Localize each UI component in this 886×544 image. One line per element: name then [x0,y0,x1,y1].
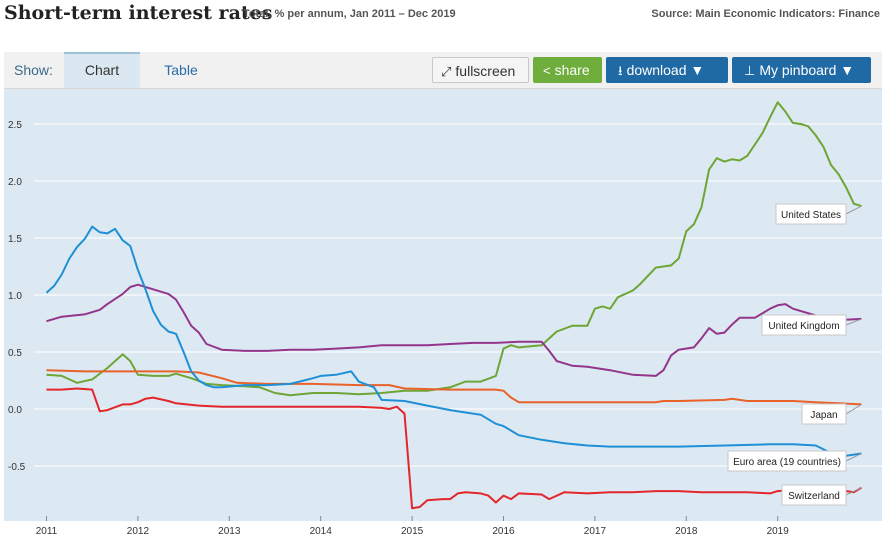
y-tick-label-4: 1.5 [8,234,22,245]
chart-area: -0.5 0.0 0.5 1.0 1.5 2.0 2.5 2011 2012 2013 2014 2… [4,89,882,537]
x-tick-label-6: 2017 [584,526,607,537]
y-tick-label-0: -0.5 [8,462,26,473]
x-tick-label-8: 2019 [767,526,790,537]
series-lines [45,101,863,510]
series-line-0 [46,101,862,397]
y-axis-ticks: -0.5 0.0 0.5 1.0 1.5 2.0 2.5 [8,120,26,473]
y-tick-label-6: 2.5 [8,120,22,131]
x-tick-label-0: 2011 [36,526,58,537]
series-label-box-4 [781,484,847,506]
series-labels: United States United Kingdom Japan Euro are… [727,203,862,506]
series-label-3: Euro area (19 countries) [733,457,841,468]
expand-icon: ⤢ [441,64,452,79]
x-tick-label-3: 2014 [310,526,333,537]
series-label-2: Japan [810,410,837,421]
y-tick-label-2: 0.5 [8,348,22,359]
label-connector-3 [845,453,862,462]
series-label-0: United States [781,210,841,221]
y-tick-label-5: 2.0 [8,177,22,188]
label-connector-1 [845,318,862,326]
label-connector-4 [845,487,862,496]
fullscreen-button[interactable]: ⤢ fullscreen [432,57,529,83]
tab-table[interactable]: Table [164,62,198,78]
show-label: Show: [14,62,53,78]
series-line-3 [45,225,862,458]
chart-header: Short-term interest rates Total, % per a… [0,0,886,50]
series-label-box-0 [775,203,847,225]
series-label-box-3 [727,450,847,472]
label-connector-0 [845,205,862,215]
x-tick-label-4: 2015 [401,526,424,537]
share-icon: < [543,63,551,78]
x-tick-label-2: 2013 [218,526,241,537]
x-tick-label-7: 2018 [675,526,698,537]
y-tick-label-3: 1.0 [8,291,22,302]
y-tick-label-1: 0.0 [8,405,22,416]
x-tick-label-5: 2016 [492,526,515,537]
page-title: Short-term interest rates [4,2,273,24]
series-line-1 [46,283,862,377]
download-button[interactable]: ⭳ download ▼ [606,57,728,83]
pinboard-button[interactable]: ⊥ My pinboard ▼ [732,57,871,83]
x-axis-ticks: 2011 2012 2013 2014 2015 2016 2017 2018 2019 [36,516,790,537]
line-chart: -0.50.00.51.01.52.02.5 2011 2012 2013 2014 2… [8,101,882,537]
download-icon: ⭳ [618,63,623,78]
share-button[interactable]: < share [533,57,602,83]
x-tick-label-1: 2012 [127,526,150,537]
series-label-4: Switzerland [788,491,840,502]
gridlines [34,123,882,467]
label-connector-2 [845,404,862,415]
series-line-2 [46,369,862,406]
fullscreen-label: fullscreen [455,63,516,79]
pin-icon: ⊥ [744,63,756,78]
source-link[interactable]: Source: Main Economic Indicators: Financ… [651,8,880,20]
series-label-box-2 [801,403,847,425]
series-line-4 [46,387,863,510]
download-label: download ▼ [626,62,705,78]
series-label-1: United Kingdom [768,321,839,332]
share-label: share [554,62,590,78]
tab-chart[interactable]: Chart [64,52,140,88]
chart-subtitle: Total, % per annum, Jan 2011 – Dec 2019 [243,8,456,20]
pinboard-label: My pinboard ▼ [759,62,855,78]
series-label-box-1 [761,314,847,336]
chart-toolbar: Show: Chart Table ⤢ fullscreen < share ⭳ do… [4,52,882,89]
